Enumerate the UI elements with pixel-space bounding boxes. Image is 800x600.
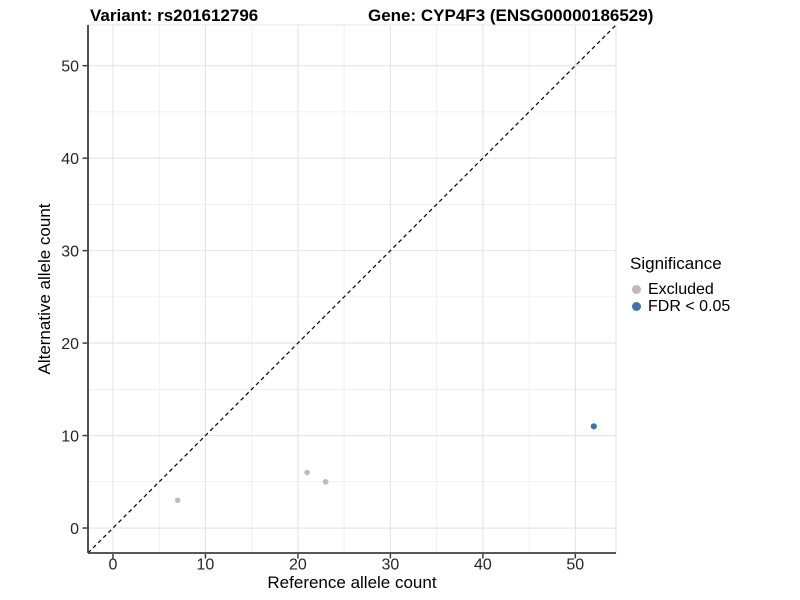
legend-item-label: Excluded: [648, 280, 714, 298]
data-point: [304, 469, 310, 476]
legend-title: Significance: [630, 254, 722, 273]
fdr-dot-icon: [632, 302, 641, 311]
y-tick-label: 30: [61, 243, 79, 260]
plot-title-variant: Variant: rs201612796: [90, 6, 259, 25]
data-point: [174, 497, 181, 504]
y-tick-label: 20: [61, 336, 79, 353]
legend-item-fdr: FDR < 0.05: [630, 298, 730, 315]
y-tick-label: 0: [70, 521, 79, 538]
x-tick-label: 0: [109, 556, 118, 573]
x-tick-label: 10: [197, 556, 215, 573]
data-point: [322, 478, 329, 485]
x-tick-label: 20: [289, 556, 307, 573]
y-tick-label: 50: [61, 58, 79, 75]
plot-title-gene: Gene: CYP4F3 (ENSG00000186529): [368, 6, 654, 25]
x-tick-label: 50: [566, 556, 584, 573]
identity-line: [87, 24, 617, 554]
x-tick-label: 30: [381, 556, 399, 573]
excluded-dot-icon: [632, 285, 641, 294]
y-axis-label: Alternative allele count: [35, 203, 54, 375]
y-tick-label: 10: [61, 428, 79, 445]
legend: Significance Excluded FDR < 0.05: [630, 254, 730, 315]
y-tick-label: 40: [61, 151, 79, 168]
x-tick-label: 40: [474, 556, 492, 573]
legend-item-excluded: Excluded: [630, 281, 730, 298]
data-point: [590, 423, 597, 430]
x-axis-label: Reference allele count: [267, 573, 437, 592]
legend-item-label: FDR < 0.05: [648, 297, 731, 315]
